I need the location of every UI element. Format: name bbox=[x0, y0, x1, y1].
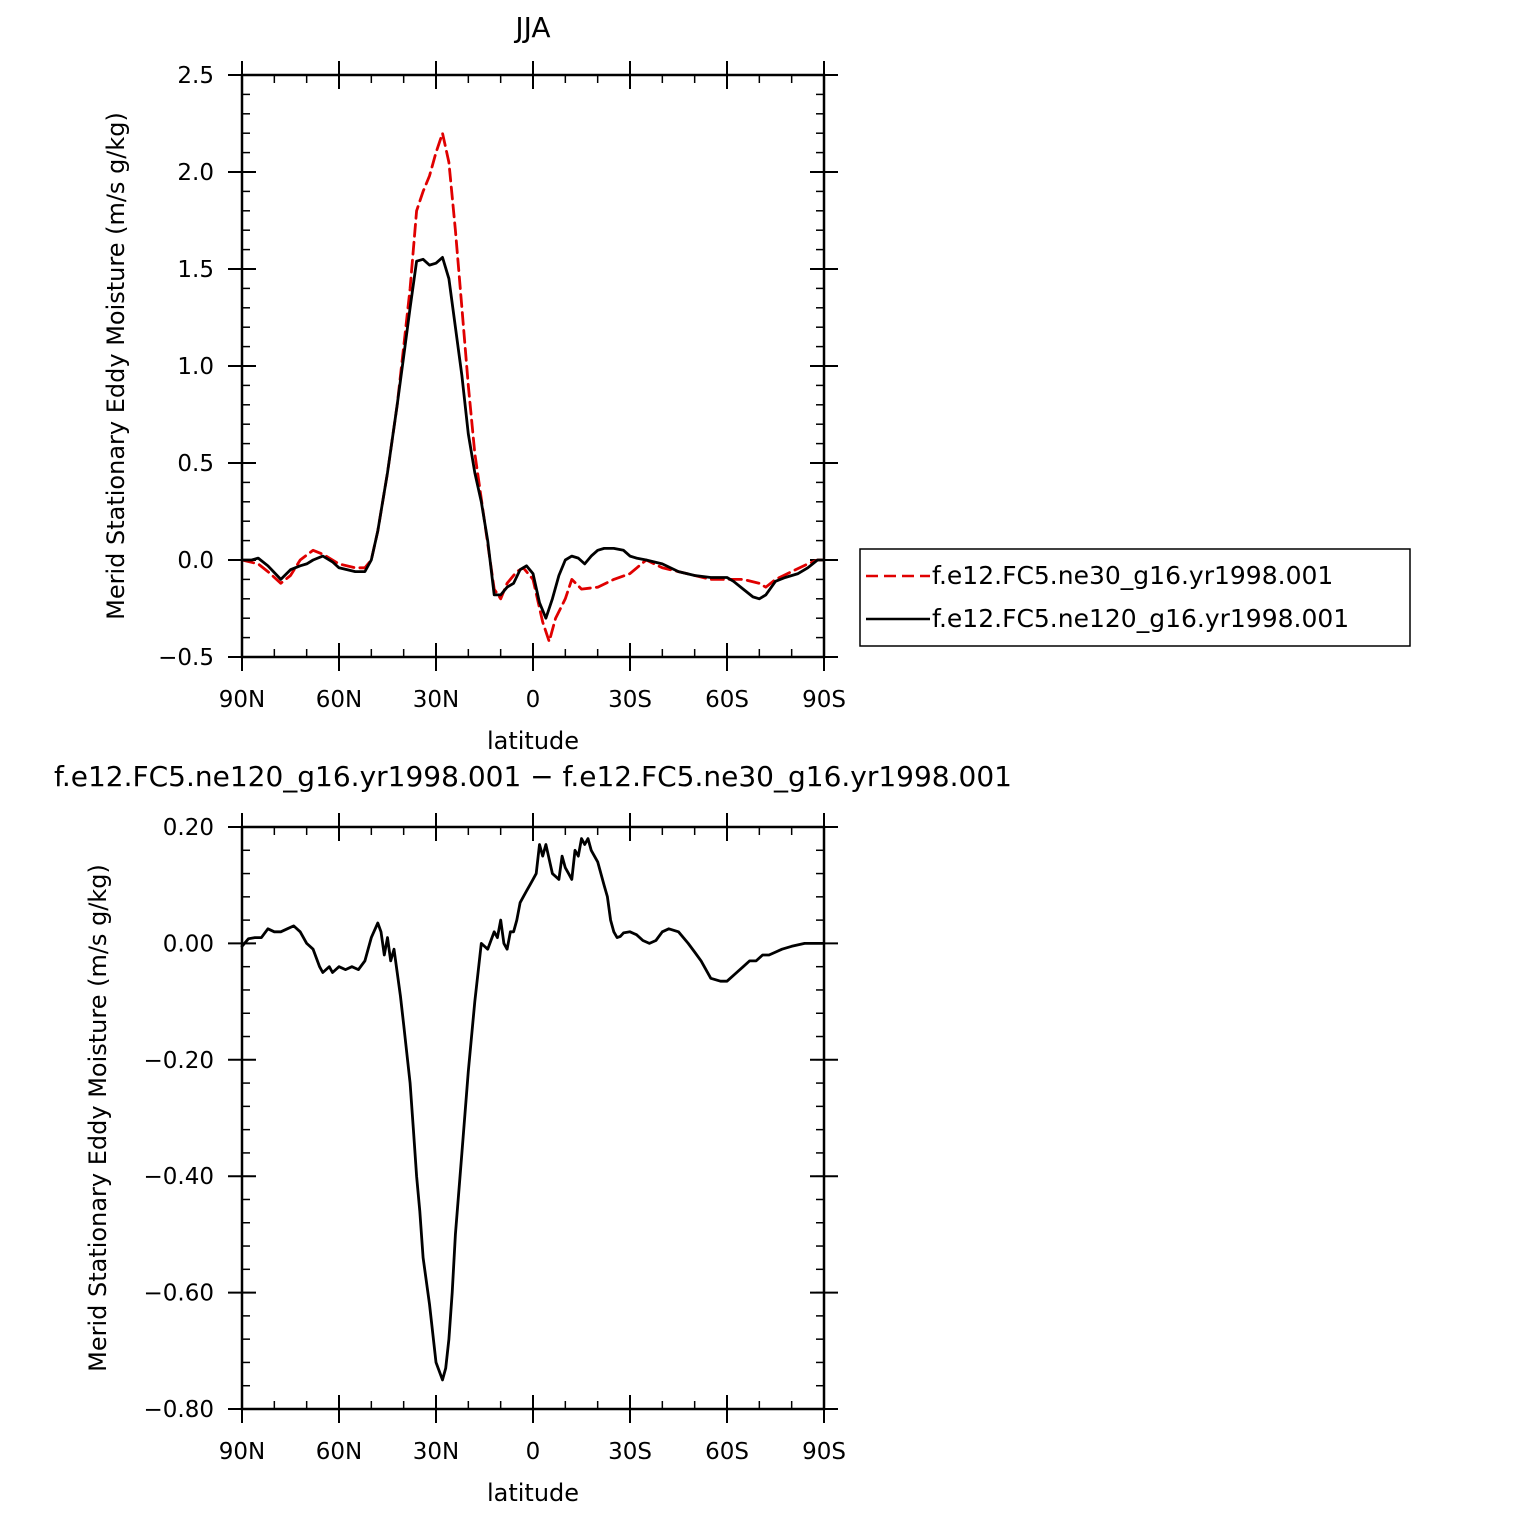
y-tick-label: 1.5 bbox=[177, 257, 214, 283]
plot-frame bbox=[240, 73, 826, 659]
series-line-0 bbox=[240, 837, 826, 1382]
x-tick-label: 30S bbox=[608, 687, 652, 713]
y-tick-label: 0.20 bbox=[163, 815, 214, 841]
chart-top: JJA −0.5 0.0 0.5 1.0 1.5 2.0 2.5 90N 60N 30N 0 30S… bbox=[102, 11, 846, 755]
y-tick-label: 0.5 bbox=[177, 451, 214, 477]
series-line-0 bbox=[240, 131, 826, 643]
y-tick-label: −0.60 bbox=[144, 1281, 214, 1307]
chart-title: f.e12.FC5.ne120_g16.yr1998.001 − f.e12.F… bbox=[54, 760, 1012, 793]
y-tick-label: 0.00 bbox=[163, 931, 214, 957]
legend-label-0: f.e12.FC5.ne30_g16.yr1998.001 bbox=[932, 561, 1333, 590]
plot-frame bbox=[240, 825, 826, 1411]
y-axis-label: Merid Stationary Eddy Moisture (m/s g/kg… bbox=[84, 864, 112, 1372]
y-axis-label: Merid Stationary Eddy Moisture (m/s g/kg… bbox=[102, 112, 130, 620]
x-tick-label: 60S bbox=[705, 687, 749, 713]
series-line-1 bbox=[240, 255, 826, 620]
legend-label-1: f.e12.FC5.ne120_g16.yr1998.001 bbox=[932, 604, 1349, 633]
x-tick-label: 60N bbox=[316, 1439, 362, 1465]
y-tick-label: −0.40 bbox=[144, 1164, 214, 1190]
x-tick-label: 30N bbox=[413, 1439, 459, 1465]
y-tick-label: −0.5 bbox=[158, 645, 214, 671]
x-axis-ticks: 90N 60N 30N 0 30S 60S 90S bbox=[219, 813, 846, 1465]
x-tick-label: 30N bbox=[413, 687, 459, 713]
legend-box bbox=[859, 548, 1411, 647]
x-tick-label: 90N bbox=[219, 687, 265, 713]
x-tick-label: 90S bbox=[802, 687, 846, 713]
y-tick-label: 2.5 bbox=[177, 63, 214, 89]
x-tick-label: 60N bbox=[316, 687, 362, 713]
x-tick-label: 30S bbox=[608, 1439, 652, 1465]
y-tick-label: 0.0 bbox=[177, 548, 214, 574]
x-tick-label: 90N bbox=[219, 1439, 265, 1465]
series-group bbox=[240, 131, 826, 643]
x-axis-ticks: 90N 60N 30N 0 30S 60S 90S bbox=[219, 61, 846, 713]
x-tick-label: 0 bbox=[526, 1439, 541, 1465]
series-group bbox=[240, 837, 826, 1382]
x-tick-label: 60S bbox=[705, 1439, 749, 1465]
chart-title: JJA bbox=[513, 11, 550, 44]
chart-bottom: f.e12.FC5.ne120_g16.yr1998.001 − f.e12.F… bbox=[54, 760, 1012, 1507]
y-tick-label: −0.20 bbox=[144, 1048, 214, 1074]
x-tick-label: 0 bbox=[526, 687, 541, 713]
y-tick-label: 1.0 bbox=[177, 354, 214, 380]
y-axis-ticks: −0.80 −0.60 −0.40 −0.20 0.00 0.20 bbox=[144, 815, 838, 1423]
y-tick-label: −0.80 bbox=[144, 1397, 214, 1423]
legend: f.e12.FC5.ne30_g16.yr1998.001 f.e12.FC5.… bbox=[859, 548, 1411, 647]
x-axis-label: latitude bbox=[487, 1479, 579, 1507]
y-tick-label: 2.0 bbox=[177, 160, 214, 186]
x-tick-label: 90S bbox=[802, 1439, 846, 1465]
x-axis-label: latitude bbox=[487, 727, 579, 755]
